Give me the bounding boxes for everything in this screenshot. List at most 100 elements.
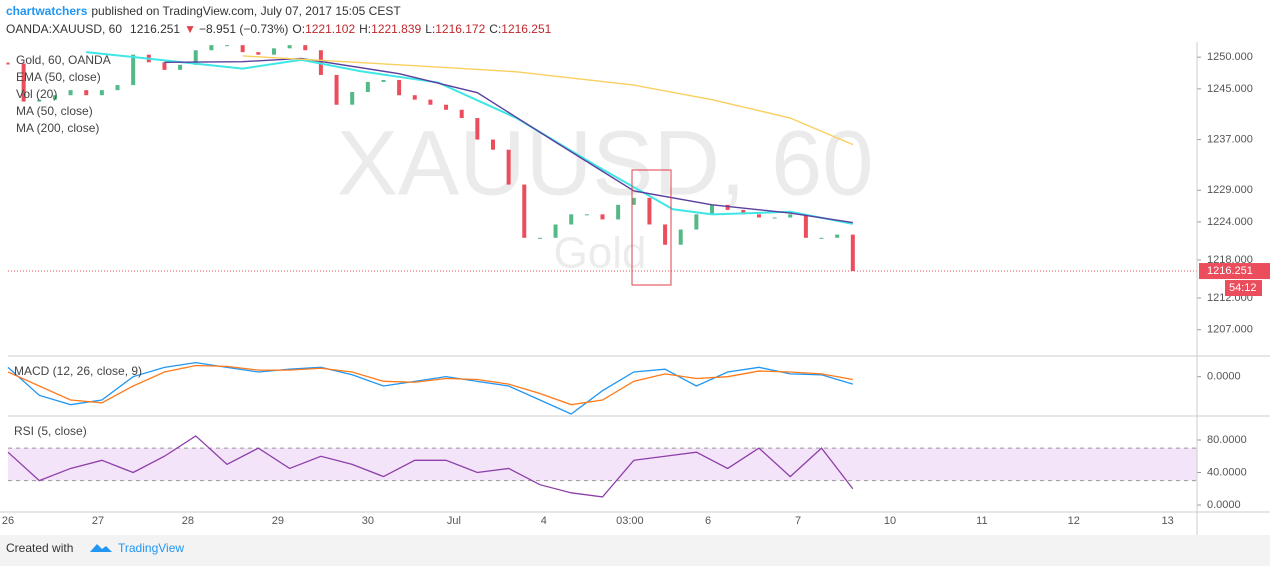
indicator-line [242,55,854,146]
countdown-label: 54:12 [1229,282,1257,294]
legend-item: Vol (20) [16,87,57,101]
candle [225,45,230,47]
candle [397,80,402,96]
indicator-line [7,435,854,498]
candle [365,81,370,93]
open: 1221.102 [305,22,355,36]
author[interactable]: chartwatchers [6,4,88,18]
header-line-1: chartwatchers published on TradingView.co… [6,4,401,18]
y-tick-label: 80.0000 [1207,434,1247,446]
l-label: L: [425,22,435,36]
rsi-title: RSI (5, close) [14,424,87,438]
candle [616,204,621,220]
high: 1221.839 [371,22,421,36]
candle [678,229,683,245]
y-tick-label: 1229.000 [1207,184,1253,196]
y-tick-label: 0.0000 [1207,499,1241,511]
candle [350,92,355,105]
x-tick-label: 30 [362,515,374,527]
candle [178,64,183,70]
candle [21,63,26,102]
x-tick-label: 03:00 [616,515,644,527]
candle [506,149,511,185]
candle [522,184,527,238]
h-label: H: [359,22,371,36]
x-tick-label: 12 [1068,515,1080,527]
candle [756,214,761,218]
candle [710,204,715,215]
x-tick-label: Jul [447,515,461,527]
candle [490,139,495,150]
candle [584,214,589,216]
candle [663,224,668,245]
candle [835,234,840,238]
candle [131,54,136,86]
candle [428,99,433,105]
candle [381,80,386,82]
candle [303,45,308,51]
watermark-symbol: XAUUSD, 60 [337,112,874,214]
highlight-box [631,169,672,286]
candle [287,45,292,49]
candle [850,234,855,272]
footer-created: Created with [6,541,73,555]
candle [271,48,276,55]
watermark-name: Gold [554,229,647,278]
c-label: C: [489,22,501,36]
legend-item: MA (50, close) [16,104,93,118]
indicator-line [86,51,854,225]
candle [37,99,42,102]
candle [162,62,167,70]
x-tick-label: 7 [795,515,801,527]
x-tick-label: 10 [884,515,896,527]
y-tick-label: 1224.000 [1207,216,1253,228]
arrow: ▼ [184,22,196,36]
candle [819,237,824,239]
header-line-2: OANDA:XAUUSD, 60 1216.251 ▼ −8.951 (−0.73%)… [6,22,552,36]
close: 1216.251 [501,22,551,36]
candle [803,214,808,238]
indicator-line [7,362,854,415]
candle [459,109,464,119]
legend-item: Gold, 60, OANDA [16,53,111,67]
candle [647,197,652,225]
x-tick-label: 28 [182,515,194,527]
panes: 1250.000 1245.000 1237.000 1229.000 1224.000… [2,45,1270,527]
x-tick-label: 29 [272,515,284,527]
y-tick-label: 1218.000 [1207,254,1253,266]
y-tick-label: 1245.000 [1207,83,1253,95]
macd-title: MACD (12, 26, close, 9) [14,364,142,378]
published: published on TradingView.com, July 07, 2… [91,4,401,18]
x-tick-label: 27 [92,515,104,527]
candle [537,237,542,239]
x-tick-label: 26 [2,515,14,527]
x-tick-label: 13 [1162,515,1174,527]
candle [99,90,104,96]
last-price-label: 1216.251 [1207,265,1253,277]
candle [68,90,73,96]
y-tick-label: 1250.000 [1207,51,1253,63]
y-tick-label: 0.0000 [1207,371,1241,383]
price: 1216.251 [130,22,180,36]
candle [84,90,89,96]
candle [725,204,730,210]
x-tick-label: 11 [976,515,987,527]
low: 1216.172 [435,22,485,36]
candle [256,52,261,55]
change: −8.951 (−0.73%) [199,22,288,36]
legend-item: MA (200, close) [16,121,99,135]
candle [631,197,636,205]
o-label: O: [292,22,305,36]
x-tick-label: 6 [705,515,711,527]
footer-brand[interactable]: TradingView [118,541,184,555]
candle [741,209,746,215]
candle [412,95,417,100]
rsi-band [8,448,1197,481]
last-price-tag [1199,263,1270,280]
candle [569,214,574,225]
candle [240,45,245,53]
countdown-tag [1225,280,1262,297]
candle [772,217,777,219]
x-tick-label: 4 [541,515,547,527]
